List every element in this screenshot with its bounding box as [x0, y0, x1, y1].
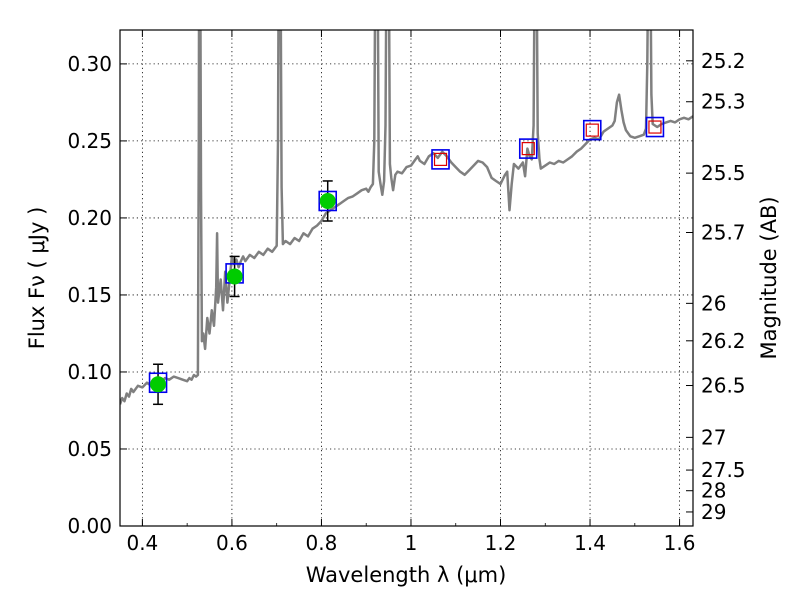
x-tick-label: 1 — [405, 531, 418, 555]
model-flux-square — [582, 119, 602, 141]
x-tick-label: 0.6 — [216, 531, 248, 555]
y-tick-label: 0.25 — [67, 129, 112, 153]
observed-flux-point — [150, 376, 167, 393]
x-tick-label: 1.6 — [664, 531, 696, 555]
x-tick-label: 0.4 — [126, 531, 158, 555]
upper-limit-square — [521, 142, 535, 156]
model-flux-square — [318, 190, 338, 212]
y2-axis-label: Magnitude (AB) — [757, 196, 781, 359]
plot-frame — [119, 29, 694, 527]
mag-tick-label: 26 — [701, 291, 726, 315]
mag-tick-label: 25.5 — [701, 161, 746, 185]
errorbar-layer — [153, 180, 333, 406]
model-flux-square — [431, 149, 450, 170]
model-flux-square — [518, 138, 538, 159]
mag-tick-label: 28 — [701, 479, 726, 503]
mag-tick-label: 29 — [701, 500, 726, 524]
x-axis-label: Wavelength λ (μm) — [306, 563, 507, 587]
x-tick-label: 0.8 — [306, 531, 338, 555]
mag-tick-label: 25.2 — [701, 49, 746, 73]
upper-limit-square — [648, 120, 662, 134]
y-tick-label: 0.05 — [67, 437, 112, 461]
mag-tick-label: 27.5 — [701, 458, 746, 482]
y-tick-label: 0.00 — [67, 514, 112, 538]
y-tick-label: 0.10 — [67, 360, 112, 384]
mag-tick-label: 26.5 — [701, 374, 746, 398]
mag-tick-label: 25.3 — [701, 90, 746, 114]
x-tick-label: 1.2 — [485, 531, 517, 555]
mag-tick-label: 27 — [701, 425, 726, 449]
model-flux-square — [645, 116, 665, 138]
observed-flux-point — [319, 192, 336, 209]
y-axis-label: Flux Fν ( μJy ) — [25, 207, 49, 350]
marker-layer — [148, 116, 665, 394]
x-tick-label: 1.4 — [574, 531, 606, 555]
y-tick-label: 0.15 — [67, 283, 112, 307]
observed-flux-point — [226, 268, 243, 285]
upper-limit-square — [585, 123, 599, 137]
mag-tick-label: 25.7 — [701, 220, 746, 244]
y-tick-label: 0.30 — [67, 52, 112, 76]
ticks: 0.4 0.6 0.8 1 1.2 1.4 1.6 0.00 0.05 0.10 0.15 0.20 0… — [67, 30, 746, 555]
mag-tick-label: 26.2 — [701, 329, 746, 353]
y-tick-label: 0.20 — [67, 206, 112, 230]
upper-limit-square — [433, 152, 448, 166]
